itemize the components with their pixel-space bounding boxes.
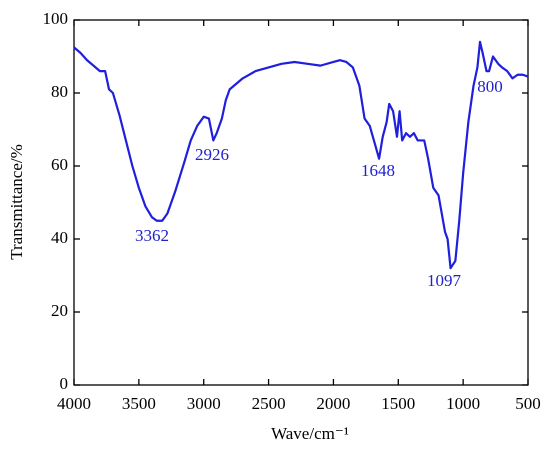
y-tick-label: 80	[51, 82, 68, 101]
peak-label: 800	[477, 77, 503, 96]
y-tick-label: 60	[51, 155, 68, 174]
y-axis-label: Transmittance/%	[7, 144, 26, 260]
peak-label: 2926	[195, 145, 229, 164]
plot-frame	[73, 19, 529, 386]
x-tick-label: 2500	[252, 394, 286, 413]
y-tick-label: 0	[60, 374, 69, 393]
y-tick-label: 100	[43, 9, 69, 28]
x-tick-label: 3500	[122, 394, 156, 413]
x-tick-label: 500	[515, 394, 541, 413]
peak-label: 3362	[135, 226, 169, 245]
x-tick-label: 2000	[316, 394, 350, 413]
x-tick-label: 1500	[381, 394, 415, 413]
peak-label: 1648	[361, 161, 395, 180]
y-tick-label: 40	[51, 228, 68, 247]
peak-label: 1097	[427, 271, 462, 290]
x-axis-label: Wave/cm⁻¹	[271, 424, 349, 443]
spectrum-line	[73, 40, 529, 270]
x-tick-label: 4000	[57, 394, 91, 413]
x-tick-label: 3000	[187, 394, 221, 413]
y-tick-label: 20	[51, 301, 68, 320]
x-tick-label: 1000	[446, 394, 480, 413]
